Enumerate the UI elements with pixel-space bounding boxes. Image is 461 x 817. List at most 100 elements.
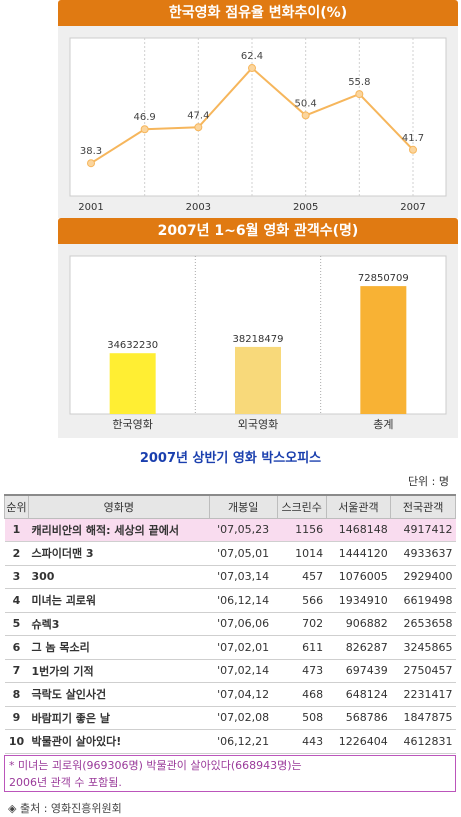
box-office-table: 순위 영화명 개봉일 스크린수 서울관객 전국관객 1 캐리비안의 해적: 세상의… [4,494,456,754]
bar [109,353,156,414]
release-cell: '06,12,14 [209,588,278,613]
nation-cell: 4933637 [390,541,456,566]
line-chart-panel: 38.3 46.9 47.4 62.4 50.4 55.8 41.7 2001 2003 2005… [58,26,458,218]
screens-cell: 473 [277,659,327,683]
rank-cell: 3 [4,565,29,589]
seoul-cell: 1076005 [326,565,391,589]
screens-cell: 566 [277,588,327,613]
bar-category-label: 한국영화 [112,418,152,431]
title-cell: 바람피기 좋은 날 [28,706,210,730]
bar-data-label: 72850709 [358,273,409,284]
table-row: 10 박물관이 살아있다! '06,12,21 443 1226404 4612831 [4,729,456,754]
line-data-label: 41.7 [402,133,424,144]
seoul-cell: 1226404 [326,729,391,754]
line-chart: 38.3 46.9 47.4 62.4 50.4 55.8 41.7 2001 2003 2005… [69,37,447,213]
source-label: ◈ 출처 : 영화진흥위원회 [8,802,122,815]
bar-chart-title: 2007년 1~6월 영화 관객수(명) [58,218,458,244]
line-point [248,64,256,73]
seoul-cell: 1468148 [326,518,391,542]
title-cell: 300 [28,565,210,589]
title-cell: 슈렉3 [28,612,210,636]
rank-cell: 6 [4,635,29,660]
footnote-line-2: 2006년 관객 수 포함됨. [9,776,122,789]
release-cell: '07,04,12 [209,682,278,707]
header-screens: 스크린수 [276,494,327,519]
line-x-tick: 2007 [400,202,425,213]
seoul-cell: 697439 [326,659,391,683]
table-row: 4 미녀는 괴로워 '06,12,14 566 1934910 6619498 [4,588,456,613]
rank-cell: 4 [4,588,29,613]
line-x-tick: 2001 [78,202,103,213]
release-cell: '07,02,08 [209,706,278,730]
header-title: 영화명 [28,494,210,519]
title-cell: 미녀는 괴로워 [28,588,210,613]
nation-cell: 6619498 [390,588,456,613]
line-x-tick: 2005 [293,202,318,213]
release-cell: '07,02,01 [209,635,278,660]
unit-label: 단위 : 명 [407,475,449,488]
footnote: * 미녀는 괴로워(969306명) 박물관이 살아있다(668943명)는 2… [4,755,456,792]
bar-category-label: 외국영화 [238,418,278,431]
rank-cell: 5 [4,612,29,636]
line-point [409,145,417,154]
nation-cell: 2231417 [390,682,456,707]
box-office-title: 2007년 상반기 영화 박스오피스 [139,451,322,466]
nation-cell: 2929400 [390,565,456,589]
rank-cell: 10 [4,729,29,754]
title-cell: 박물관이 살아있다! [28,729,210,754]
line-point [194,123,203,132]
line-point [87,159,95,168]
rank-cell: 1 [4,518,29,542]
header-release: 개봉일 [208,494,278,519]
line-x-tick: 2003 [186,202,211,213]
rank-cell: 7 [4,659,29,683]
screens-cell: 1156 [277,518,327,542]
release-cell: '07,05,01 [209,541,278,566]
release-cell: '07,02,14 [209,659,278,683]
screens-cell: 468 [277,682,327,707]
seoul-cell: 1934910 [326,588,391,613]
nation-cell: 2653658 [390,612,456,636]
release-cell: '07,05,23 [209,518,278,542]
seoul-cell: 1444120 [326,541,391,566]
release-cell: '06,12,21 [209,729,278,754]
line-data-label: 46.9 [134,112,156,123]
nation-cell: 1847875 [390,706,456,730]
release-cell: '07,03,14 [209,565,278,589]
line-chart-title: 한국영화 점유율 변화추이(%) [58,0,458,26]
title-cell: 그 놈 목소리 [28,635,210,660]
footnote-line-1: * 미녀는 괴로워(969306명) 박물관이 살아있다(668943명)는 [9,759,302,772]
bar-data-label: 34632230 [107,340,158,351]
nation-cell: 4917412 [390,518,456,542]
line-data-label: 55.8 [348,77,370,88]
bar-chart-panel: 34632230 한국영화 38218479 외국영화 72850709 총계 [58,244,458,438]
table-row: 1 캐리비안의 해적: 세상의 끝에서 '07,05,23 1156 1468148 49… [4,518,456,542]
line-data-label: 62.4 [241,51,263,62]
table-row: 2 스파이더맨 3'07,05,01 1014 1444120 4933637 [4,541,456,566]
table-row: 7 1번가의 기적 '07,02,14 473 697439 2750457 [4,659,456,683]
bar-category-label: 총계 [373,418,393,431]
title-cell: 1번가의 기적 [28,659,210,683]
line-data-label: 47.4 [187,110,209,121]
screens-cell: 457 [277,565,327,589]
line-point [301,111,310,120]
line-data-label: 38.3 [80,146,102,157]
screens-cell: 508 [277,706,327,730]
bar [235,346,281,414]
header-nation: 전국관객 [390,494,456,519]
table-row: 5 슈렉3'07,06,06 702 906882 2653658 [4,612,456,636]
table-header-row: 순위 영화명 개봉일 스크린수 서울관객 전국관객 [4,494,456,519]
screens-cell: 1014 [277,541,327,566]
header-seoul: 서울관객 [325,494,392,519]
screens-cell: 702 [277,612,327,636]
line-plot-area [69,37,447,197]
table-row: 8 극락도 살인사건 '07,04,12 468 648124 2231417 [4,682,456,707]
seoul-cell: 906882 [326,612,391,636]
screens-cell: 443 [277,729,327,754]
rank-cell: 2 [4,541,29,566]
rank-cell: 9 [4,706,29,730]
header-rank: 순위 [4,494,29,519]
seoul-cell: 826287 [326,635,391,660]
nation-cell: 3245865 [390,635,456,660]
line-point [355,90,364,99]
